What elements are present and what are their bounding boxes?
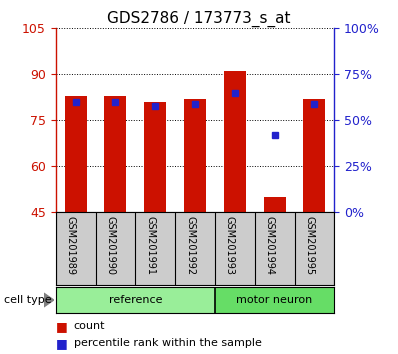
Bar	[104, 96, 126, 212]
Text: GSM201991: GSM201991	[145, 216, 155, 275]
Text: GSM201995: GSM201995	[304, 216, 314, 275]
Text: count: count	[74, 321, 105, 331]
Bar	[303, 99, 325, 212]
Text: ■: ■	[56, 337, 68, 350]
Bar	[184, 99, 206, 212]
Text: cell type: cell type	[4, 295, 52, 305]
Bar	[65, 96, 87, 212]
Bar	[215, 287, 334, 313]
Text: percentile rank within the sample: percentile rank within the sample	[74, 338, 261, 348]
Text: GDS2786 / 173773_s_at: GDS2786 / 173773_s_at	[107, 11, 291, 27]
Polygon shape	[44, 293, 54, 307]
Text: GSM201989: GSM201989	[66, 216, 76, 275]
Bar	[263, 197, 285, 212]
Bar	[144, 102, 166, 212]
Text: GSM201990: GSM201990	[105, 216, 115, 275]
Text: GSM201992: GSM201992	[185, 216, 195, 275]
Text: motor neuron: motor neuron	[236, 295, 313, 305]
Bar	[56, 287, 215, 313]
Text: ■: ■	[56, 320, 68, 333]
Text: GSM201994: GSM201994	[265, 216, 275, 275]
Bar	[224, 71, 246, 212]
Text: reference: reference	[109, 295, 162, 305]
Text: GSM201993: GSM201993	[225, 216, 235, 275]
